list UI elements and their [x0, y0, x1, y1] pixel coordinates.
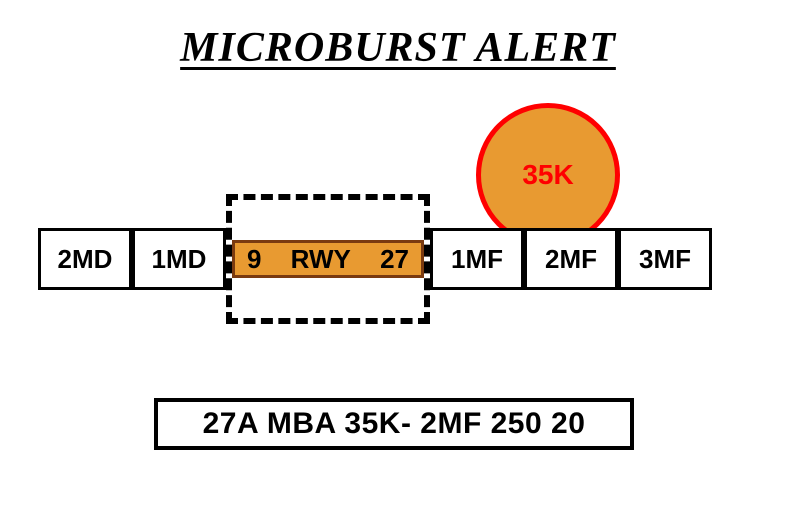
cell-1mf: 1MF	[430, 228, 524, 290]
cell-label: 1MD	[152, 244, 207, 275]
runway-center: RWY	[291, 244, 351, 275]
runway-end-left: 9	[247, 244, 261, 275]
diagram-stage: MICROBURST ALERT 35K 2MD 1MD 1MF 2MF 3MF…	[0, 0, 796, 505]
cell-1md: 1MD	[132, 228, 226, 290]
runway-end-right: 27	[380, 244, 409, 275]
cell-3mf: 3MF	[618, 228, 712, 290]
cell-label: 3MF	[639, 244, 691, 275]
cell-label: 1MF	[451, 244, 503, 275]
cell-label: 2MF	[545, 244, 597, 275]
microburst-circle: 35K	[476, 103, 620, 247]
page-title: MICROBURST ALERT	[0, 24, 796, 72]
alert-readout: 27A MBA 35K- 2MF 250 20	[154, 398, 634, 450]
cell-label: 2MD	[58, 244, 113, 275]
microburst-label: 35K	[522, 159, 573, 191]
alert-readout-text: 27A MBA 35K- 2MF 250 20	[203, 407, 586, 441]
runway-bar: 9 RWY 27	[232, 240, 424, 278]
cell-2mf: 2MF	[524, 228, 618, 290]
cell-2md: 2MD	[38, 228, 132, 290]
